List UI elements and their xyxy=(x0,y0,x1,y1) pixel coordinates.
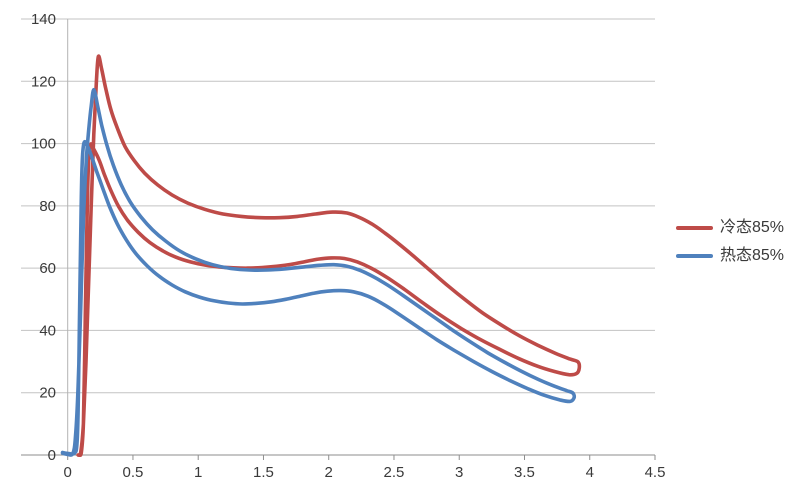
y-tick-label: 40 xyxy=(39,322,56,339)
legend: 冷态85% 热态85% xyxy=(676,218,784,265)
hot-85-legend-label: 热态85% xyxy=(720,247,785,264)
x-tick-label: 4.5 xyxy=(645,464,666,481)
y-tick-label: 20 xyxy=(39,385,56,402)
hot-85-legend-swatch xyxy=(676,253,713,258)
legend-item-cold-85: 冷态85% xyxy=(676,218,784,237)
hot-85-series-line xyxy=(60,87,577,457)
y-tick-label: 80 xyxy=(39,198,56,215)
cold-85-legend-swatch xyxy=(676,225,713,230)
x-tick-label: 2.5 xyxy=(384,464,405,481)
y-tick-label: 120 xyxy=(31,73,56,90)
x-tick-label: 4 xyxy=(586,464,594,481)
x-tick-label: 1 xyxy=(194,464,202,481)
y-tick-label: 0 xyxy=(48,447,56,464)
x-tick-label: 3.5 xyxy=(514,464,535,481)
x-tick-label: 0 xyxy=(64,464,72,481)
y-tick-label: 60 xyxy=(39,260,56,277)
x-tick-label: 0.5 xyxy=(123,464,144,481)
x-tick-label: 3 xyxy=(455,464,463,481)
cold-85-series-line xyxy=(76,54,582,458)
legend-item-hot-85: 热态85% xyxy=(676,246,784,265)
y-tick-label: 140 xyxy=(31,11,56,28)
cold-85-legend-label: 冷态85% xyxy=(720,219,785,236)
x-tick-label: 2 xyxy=(325,464,333,481)
y-tick-label: 100 xyxy=(31,136,56,153)
x-tick-label: 1.5 xyxy=(253,464,274,481)
